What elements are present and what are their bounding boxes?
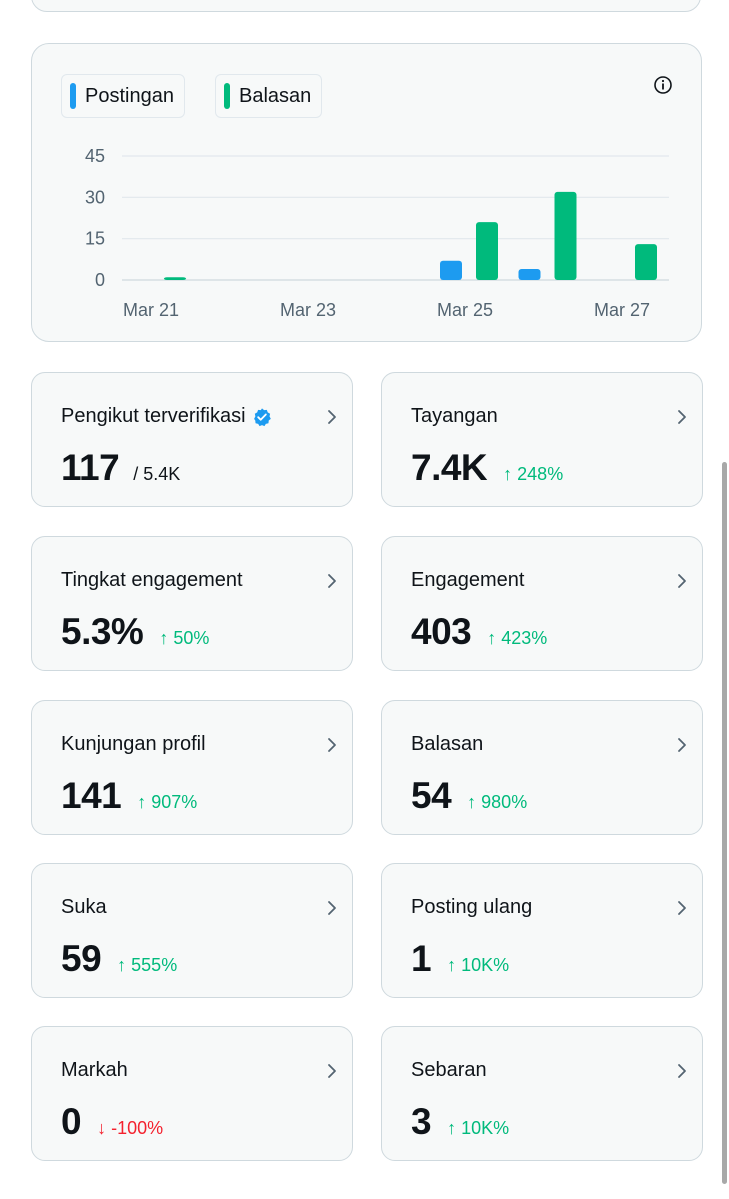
stat-label-text: Posting ulang bbox=[411, 896, 533, 918]
x-tick-label: Mar 27 bbox=[594, 300, 650, 320]
chevron-right-icon[interactable] bbox=[326, 899, 338, 917]
stat-label-text: Suka bbox=[61, 896, 107, 918]
x-tick-label: Mar 23 bbox=[280, 300, 336, 320]
bar-balasan[interactable] bbox=[554, 191, 577, 280]
stat-value-row: 5.3% ↑ 50% bbox=[61, 611, 209, 653]
stat-change: ↑ 907% bbox=[137, 792, 198, 812]
stat-card[interactable]: Sebaran 3 ↑ 10K% bbox=[381, 1026, 703, 1161]
stat-card[interactable]: Tingkat engagement 5.3% ↑ 50% bbox=[31, 536, 353, 671]
chevron-right-icon[interactable] bbox=[326, 1062, 338, 1080]
stat-value-row: 0 ↓ -100% bbox=[61, 1101, 163, 1143]
stat-value: 5.3% bbox=[61, 611, 144, 652]
legend-posts-label: Postingan bbox=[85, 84, 174, 107]
stat-value: 117 bbox=[61, 447, 120, 488]
stat-value: 3 bbox=[411, 1101, 432, 1142]
stat-card[interactable]: Kunjungan profil 141 ↑ 907% bbox=[31, 700, 353, 835]
stat-change: ↑ 10K% bbox=[447, 1118, 510, 1138]
stat-value: 1 bbox=[411, 938, 432, 979]
stat-change: ↑ 423% bbox=[487, 628, 548, 648]
y-tick-label: 30 bbox=[85, 187, 105, 207]
stat-label-text: Engagement bbox=[411, 569, 525, 591]
stat-label: Balasan bbox=[411, 733, 483, 756]
stat-label: Markah bbox=[61, 1059, 128, 1082]
stat-card[interactable]: Balasan 54 ↑ 980% bbox=[381, 700, 703, 835]
stat-value: 403 bbox=[411, 611, 472, 652]
y-tick-label: 45 bbox=[85, 146, 105, 166]
stat-card[interactable]: Engagement 403 ↑ 423% bbox=[381, 536, 703, 671]
stat-value: 59 bbox=[61, 938, 102, 979]
verified-badge-icon bbox=[253, 407, 271, 426]
stat-label: Tayangan bbox=[411, 405, 498, 428]
stat-total: / 5.4K bbox=[133, 464, 181, 484]
chevron-right-icon[interactable] bbox=[676, 736, 688, 754]
y-tick-label: 15 bbox=[85, 229, 105, 249]
stat-label-text: Pengikut terverifikasi bbox=[61, 405, 246, 427]
legend-posts[interactable]: Postingan bbox=[61, 74, 185, 118]
stat-label-text: Balasan bbox=[411, 733, 484, 755]
stat-label-text: Markah bbox=[61, 1059, 128, 1081]
stat-card[interactable]: Pengikut terverifikasi 117 / 5.4K bbox=[31, 372, 353, 507]
stat-value: 141 bbox=[61, 775, 122, 816]
stat-label-text: Tayangan bbox=[411, 405, 498, 427]
chevron-right-icon[interactable] bbox=[676, 572, 688, 590]
stat-change: ↑ 248% bbox=[503, 464, 564, 484]
stat-change: ↓ -100% bbox=[97, 1118, 164, 1138]
stat-card[interactable]: Posting ulang 1 ↑ 10K% bbox=[381, 863, 703, 998]
info-icon[interactable] bbox=[653, 75, 673, 95]
stat-label: Sebaran bbox=[411, 1059, 487, 1082]
y-tick-label: 0 bbox=[95, 270, 105, 290]
stat-value-row: 3 ↑ 10K% bbox=[411, 1101, 509, 1143]
bar-balasan[interactable] bbox=[635, 244, 657, 280]
activity-chart-card: Postingan Balasan 0 15 30 45 Mar 21 Mar 23 Mar… bbox=[31, 43, 702, 342]
chevron-right-icon[interactable] bbox=[326, 408, 338, 426]
stat-value-row: 54 ↑ 980% bbox=[411, 775, 527, 817]
stat-value: 7.4K bbox=[411, 447, 488, 488]
bar-postingan[interactable] bbox=[440, 260, 462, 280]
legend-posts-swatch bbox=[70, 83, 76, 109]
previous-card bbox=[31, 0, 701, 12]
stat-card[interactable]: Suka 59 ↑ 555% bbox=[31, 863, 353, 998]
stat-label: Pengikut terverifikasi bbox=[61, 405, 272, 428]
stat-label-text: Kunjungan profil bbox=[61, 733, 206, 755]
stat-change: ↑ 50% bbox=[159, 628, 210, 648]
stat-value-row: 117 / 5.4K bbox=[61, 447, 180, 489]
stat-label-text: Sebaran bbox=[411, 1059, 487, 1081]
bar-balasan[interactable] bbox=[476, 222, 498, 280]
legend-replies-swatch bbox=[224, 83, 230, 109]
stat-label-text: Tingkat engagement bbox=[61, 569, 243, 591]
chevron-right-icon[interactable] bbox=[326, 736, 338, 754]
x-tick-label: Mar 25 bbox=[437, 300, 493, 320]
chevron-right-icon[interactable] bbox=[676, 408, 688, 426]
stat-card[interactable]: Tayangan 7.4K ↑ 248% bbox=[381, 372, 703, 507]
stat-label: Suka bbox=[61, 896, 107, 919]
stat-change: ↑ 555% bbox=[117, 955, 178, 975]
chevron-right-icon[interactable] bbox=[326, 572, 338, 590]
stat-card[interactable]: Markah 0 ↓ -100% bbox=[31, 1026, 353, 1161]
stat-value: 54 bbox=[411, 775, 452, 816]
stat-value-row: 7.4K ↑ 248% bbox=[411, 447, 563, 489]
stat-value-row: 1 ↑ 10K% bbox=[411, 938, 509, 980]
scrollbar[interactable] bbox=[722, 462, 727, 1184]
legend-replies[interactable]: Balasan bbox=[215, 74, 323, 118]
stat-label: Kunjungan profil bbox=[61, 733, 206, 756]
stat-value-row: 141 ↑ 907% bbox=[61, 775, 197, 817]
x-tick-label: Mar 21 bbox=[123, 300, 179, 320]
bar-balasan[interactable] bbox=[164, 277, 186, 280]
chevron-right-icon[interactable] bbox=[676, 1062, 688, 1080]
stat-change: ↑ 980% bbox=[467, 792, 528, 812]
chevron-right-icon[interactable] bbox=[676, 899, 688, 917]
legend-replies-label: Balasan bbox=[239, 84, 312, 107]
stat-change: ↑ 10K% bbox=[447, 955, 510, 975]
stat-value: 0 bbox=[61, 1101, 82, 1142]
bar-postingan[interactable] bbox=[518, 268, 541, 280]
stat-value-row: 59 ↑ 555% bbox=[61, 938, 177, 980]
stat-label: Posting ulang bbox=[411, 896, 532, 919]
activity-bar-chart: 0 15 30 45 Mar 21 Mar 23 Mar 25 Mar 27 bbox=[85, 146, 669, 320]
stat-label: Engagement bbox=[411, 569, 524, 592]
stat-label: Tingkat engagement bbox=[61, 569, 243, 592]
stat-value-row: 403 ↑ 423% bbox=[411, 611, 547, 653]
